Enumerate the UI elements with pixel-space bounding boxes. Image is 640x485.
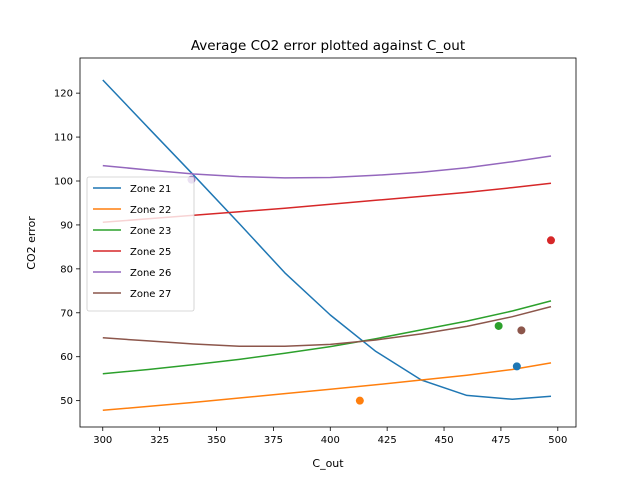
y-tick-label: 90 xyxy=(60,220,73,231)
legend-label: Zone 21 xyxy=(130,184,171,195)
x-axis-label: C_out xyxy=(312,457,344,470)
series-point-1 xyxy=(512,362,521,371)
y-tick-label: 120 xyxy=(54,89,73,100)
legend-box xyxy=(86,176,195,312)
x-tick-label: 425 xyxy=(378,435,397,446)
y-tick-label: 100 xyxy=(54,177,73,188)
series-line-6 xyxy=(102,305,552,347)
x-tick-label: 300 xyxy=(93,435,112,446)
legend-label: Zone 27 xyxy=(130,289,171,300)
series-line-1 xyxy=(102,79,552,401)
x-axis-ticks: 300 325 350 375 400 425 450 475 500 xyxy=(93,427,567,446)
x-tick-label: 400 xyxy=(321,435,340,446)
y-axis-label: CO2 error xyxy=(25,216,38,270)
series-line-2 xyxy=(102,362,552,412)
legend-label: Zone 25 xyxy=(130,247,171,258)
y-tick-label: 80 xyxy=(60,264,73,275)
y-axis-ticks: 50 60 70 80 90 100 110 120 xyxy=(54,89,80,407)
y-tick-label: 70 xyxy=(60,308,73,319)
x-tick-label: 375 xyxy=(264,435,283,446)
x-tick-label: 475 xyxy=(491,435,510,446)
y-tick-label: 110 xyxy=(54,133,73,144)
x-tick-label: 350 xyxy=(207,435,226,446)
series-point-3 xyxy=(494,321,503,330)
y-tick-label: 50 xyxy=(60,396,73,407)
legend-label: Zone 22 xyxy=(130,205,171,216)
series-point-4 xyxy=(546,236,555,245)
x-tick-label: 325 xyxy=(150,435,169,446)
series-point-6 xyxy=(517,326,526,335)
legend-label: Zone 23 xyxy=(130,226,171,237)
x-tick-label: 500 xyxy=(548,435,567,446)
chart-title: Average CO2 error plotted against C_out xyxy=(191,38,465,54)
axes-frame xyxy=(79,57,577,428)
series-line-5 xyxy=(102,155,552,179)
legend-label: Zone 26 xyxy=(130,268,171,279)
legend: Zone 21 Zone 22 Zone 23 Zone 25 Zone 26 Zone … xyxy=(86,176,195,312)
series-point-2 xyxy=(355,396,364,405)
x-tick-label: 450 xyxy=(434,435,453,446)
y-tick-label: 60 xyxy=(60,352,73,363)
series-line-3 xyxy=(102,300,552,375)
